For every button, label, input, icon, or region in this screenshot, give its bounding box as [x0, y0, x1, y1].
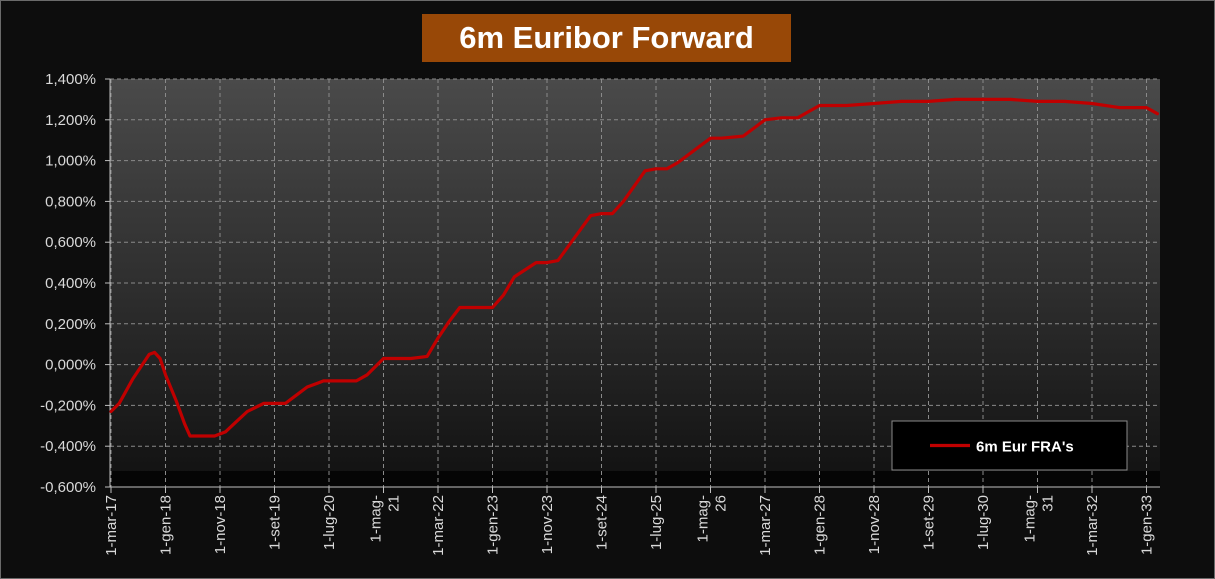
y-tick-label: -0,600%: [40, 479, 96, 496]
x-tick-label-text: 26: [713, 495, 730, 512]
x-tick-label-text: 1-mag-: [695, 495, 712, 543]
y-tick-label: 0,600%: [45, 234, 96, 251]
x-tick-label-text: 1-nov-23: [539, 495, 556, 554]
x-tick-label: 1-mar-22: [430, 495, 447, 556]
y-tick-label: 0,800%: [45, 193, 96, 210]
x-tick-label: 1-mag- 21: [368, 495, 403, 543]
x-tick-label: 1-mar-17: [103, 495, 120, 556]
x-tick-label: 1-gen-23: [485, 495, 502, 555]
x-tick-label-text: 1-set-19: [267, 495, 284, 550]
x-tick-label: 1-mar-32: [1084, 495, 1101, 556]
x-tick-label: 1-gen-18: [158, 495, 175, 555]
x-tick-label: 1-nov-28: [866, 495, 883, 554]
y-tick-label: 0,200%: [45, 316, 96, 333]
x-tick-label: 1-nov-18: [212, 495, 229, 554]
x-tick-label-text: 1-mag-: [368, 495, 385, 543]
x-tick-label-text: 1-set-24: [594, 495, 611, 550]
x-tick-label: 1-nov-23: [539, 495, 556, 554]
x-tick-label: 1-mar-27: [757, 495, 774, 556]
x-tick-label: 1-lug-30: [975, 495, 992, 550]
plot-bottom-band: [110, 471, 1160, 487]
x-tick-label-text: 1-gen-23: [485, 495, 502, 555]
x-tick-label-text: 1-mar-32: [1084, 495, 1101, 556]
y-tick-label: 1,000%: [45, 153, 96, 170]
x-tick-label: 1-set-24: [594, 495, 611, 550]
x-tick-label-text: 1-mar-27: [757, 495, 774, 556]
y-tick-label: 0,000%: [45, 357, 96, 374]
x-tick-label-text: 1-lug-30: [975, 495, 992, 550]
x-tick-label-text: 1-nov-18: [212, 495, 229, 554]
x-tick-label: 1-gen-28: [812, 495, 829, 555]
x-tick-label-text: 1-mar-17: [103, 495, 120, 556]
x-tick-label: 1-gen-33: [1139, 495, 1156, 555]
x-tick-label: 1-mag- 31: [1022, 495, 1057, 543]
y-tick-label: -0,400%: [40, 438, 96, 455]
x-tick-label-text: 1-nov-28: [866, 495, 883, 554]
x-tick-label-text: 1-gen-28: [812, 495, 829, 555]
x-tick-label: 1-set-29: [921, 495, 938, 550]
x-tick-label-text: 21: [386, 495, 403, 512]
x-tick-label-text: 1-lug-20: [321, 495, 338, 550]
x-tick-label-text: 1-lug-25: [648, 495, 665, 550]
x-tick-label: 1-set-19: [267, 495, 284, 550]
y-tick-label: 1,400%: [45, 71, 96, 88]
series-line: [109, 97, 1160, 438]
x-tick-label: 1-lug-25: [648, 495, 665, 550]
x-tick-label-text: 1-gen-33: [1139, 495, 1156, 555]
x-tick-label: 1-mag- 26: [695, 495, 730, 543]
x-tick-label-text: 1-set-29: [921, 495, 938, 550]
x-tick-label-text: 1-mag-: [1022, 495, 1039, 543]
x-tick-label-text: 1-mar-22: [430, 495, 447, 556]
chart-title-box: 6m Euribor Forward: [422, 14, 791, 62]
legend-label: 6m Eur FRA's: [976, 439, 1074, 456]
x-tick-label: 1-lug-20: [321, 495, 338, 550]
y-tick-label: 0,400%: [45, 275, 96, 292]
y-tick-label: 1,200%: [45, 112, 96, 129]
x-tick-label-text: 1-gen-18: [158, 495, 175, 555]
chart-title: 6m Euribor Forward: [459, 20, 754, 55]
y-tick-label: -0,200%: [40, 397, 96, 414]
x-tick-label-text: 31: [1040, 495, 1057, 512]
